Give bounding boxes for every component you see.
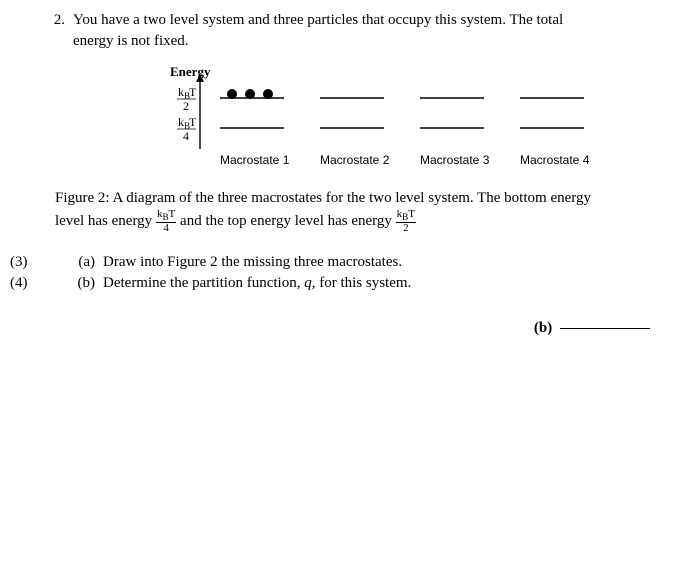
macrostate-3-label: Macrostate 3 <box>420 153 490 167</box>
subpart-a: (3) (a) Draw into Figure 2 the missing t… <box>10 254 670 271</box>
answer-b-blank[interactable] <box>560 328 650 329</box>
subpart-a-text: Draw into Figure 2 the missing three mac… <box>103 254 670 271</box>
subpart-b: (4) (b) Determine the partition function… <box>10 275 670 292</box>
svg-text:2: 2 <box>183 99 189 113</box>
answer-b-label: (b) <box>534 320 552 336</box>
subpart-b-label: (b) <box>40 275 103 292</box>
svg-text:T: T <box>189 115 197 129</box>
svg-text:4: 4 <box>183 129 189 143</box>
caption-line2a: level has energy <box>55 213 156 229</box>
svg-text:T: T <box>189 85 197 99</box>
question-number: 2. <box>10 10 73 31</box>
energy-diagram-svg: Energy k B T 2 k B T 4 <box>130 64 630 174</box>
macrostate-4-label: Macrostate 4 <box>520 153 590 167</box>
caption-top-frac: kBT 2 <box>396 209 416 234</box>
question-line-1: 2. You have a two level system and three… <box>10 10 670 31</box>
figure-2: Energy k B T 2 k B T 4 <box>130 64 670 174</box>
m1-particle-2 <box>245 89 255 99</box>
caption-bottom-frac: kBT 4 <box>156 209 176 234</box>
subpart-b-text: Determine the partition function, q, for… <box>103 275 411 291</box>
caption-line2b: and the top energy level has energy <box>180 213 396 229</box>
subpart-a-points: (3) <box>10 254 40 271</box>
macrostate-2-label: Macrostate 2 <box>320 153 390 167</box>
caption-line1: Figure 2: A diagram of the three macrost… <box>55 190 591 206</box>
m1-particle-3 <box>263 89 273 99</box>
figure-caption: Figure 2: A diagram of the three macrost… <box>55 188 625 234</box>
answer-b-row: (b) <box>10 320 650 337</box>
question-text-1: You have a two level system and three pa… <box>73 10 670 31</box>
subpart-b-points: (4) <box>10 275 40 292</box>
question-text-2: energy is not fixed. <box>73 33 670 50</box>
energy-axis-label: Energy <box>170 64 211 79</box>
macrostate-1-label: Macrostate 1 <box>220 153 290 167</box>
m1-particle-1 <box>227 89 237 99</box>
subpart-a-label: (a) <box>40 254 103 271</box>
